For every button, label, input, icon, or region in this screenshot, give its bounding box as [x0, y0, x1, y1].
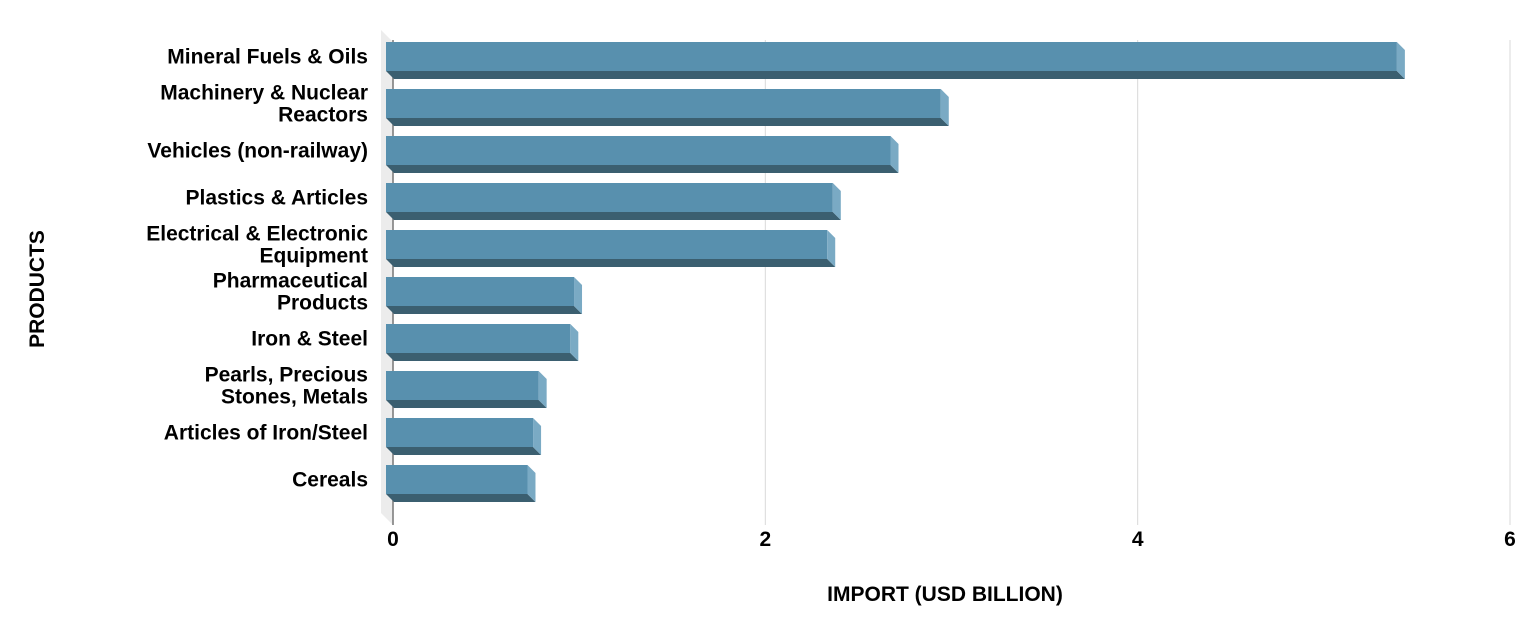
- y-category-label: Cereals: [292, 469, 368, 492]
- bar: [386, 277, 583, 314]
- bar-side: [827, 230, 836, 267]
- bar-side: [574, 277, 583, 314]
- bar-bottom: [386, 353, 579, 361]
- bar-side: [570, 324, 579, 361]
- y-category-label: Electrical & Electronic: [146, 223, 368, 246]
- bar: [386, 465, 536, 502]
- bar-side: [890, 136, 899, 173]
- bar: [386, 418, 542, 455]
- bar-front: [386, 183, 833, 212]
- y-category-label: Pharmaceutical: [213, 270, 368, 293]
- bar: [386, 371, 547, 408]
- y-category-label: Equipment: [260, 245, 369, 268]
- bar-front: [386, 230, 828, 259]
- bar: [386, 136, 899, 173]
- bar-side: [1396, 42, 1405, 79]
- y-category-label: Reactors: [278, 104, 368, 127]
- bar-bottom: [386, 259, 836, 267]
- y-category-label: Articles of Iron/Steel: [164, 422, 368, 445]
- bar-bottom: [386, 165, 899, 173]
- bar-front: [386, 277, 575, 306]
- bar-front: [386, 42, 1397, 71]
- bar-side: [538, 371, 547, 408]
- x-tick-label: 4: [1132, 528, 1144, 551]
- bar-side: [527, 465, 536, 502]
- bar-bottom: [386, 212, 841, 220]
- y-category-label: Products: [277, 292, 368, 315]
- bar-bottom: [386, 118, 949, 126]
- y-category-label: Pearls, Precious: [205, 364, 368, 387]
- bar-bottom: [386, 400, 547, 408]
- bar-side: [533, 418, 542, 455]
- y-category-label: Vehicles (non-railway): [147, 140, 368, 163]
- bar: [386, 230, 836, 267]
- y-axis-title: PRODUCTS: [26, 230, 49, 348]
- y-category-label: Plastics & Articles: [186, 187, 368, 210]
- y-category-label: Iron & Steel: [251, 328, 368, 351]
- bar-side: [940, 89, 949, 126]
- bar: [386, 89, 949, 126]
- bar-bottom: [386, 306, 583, 314]
- y-category-label: Machinery & Nuclear: [160, 82, 368, 105]
- bar-front: [386, 89, 941, 118]
- bar-side: [832, 183, 841, 220]
- bar-front: [386, 465, 528, 494]
- x-tick-label: 0: [387, 528, 399, 551]
- bar-front: [386, 324, 571, 353]
- y-category-label: Stones, Metals: [221, 386, 368, 409]
- bar: [386, 324, 579, 361]
- x-tick-label: 6: [1504, 528, 1516, 551]
- y-category-label: Mineral Fuels & Oils: [167, 46, 368, 69]
- bar-front: [386, 371, 539, 400]
- x-tick-label: 2: [759, 528, 771, 551]
- bar-bottom: [386, 71, 1405, 79]
- bar-front: [386, 136, 891, 165]
- bar: [386, 42, 1405, 79]
- bar-front: [386, 418, 534, 447]
- bar-bottom: [386, 447, 542, 455]
- bar: [386, 183, 841, 220]
- x-axis-title: IMPORT (USD BILLION): [827, 583, 1063, 606]
- bar-bottom: [386, 494, 536, 502]
